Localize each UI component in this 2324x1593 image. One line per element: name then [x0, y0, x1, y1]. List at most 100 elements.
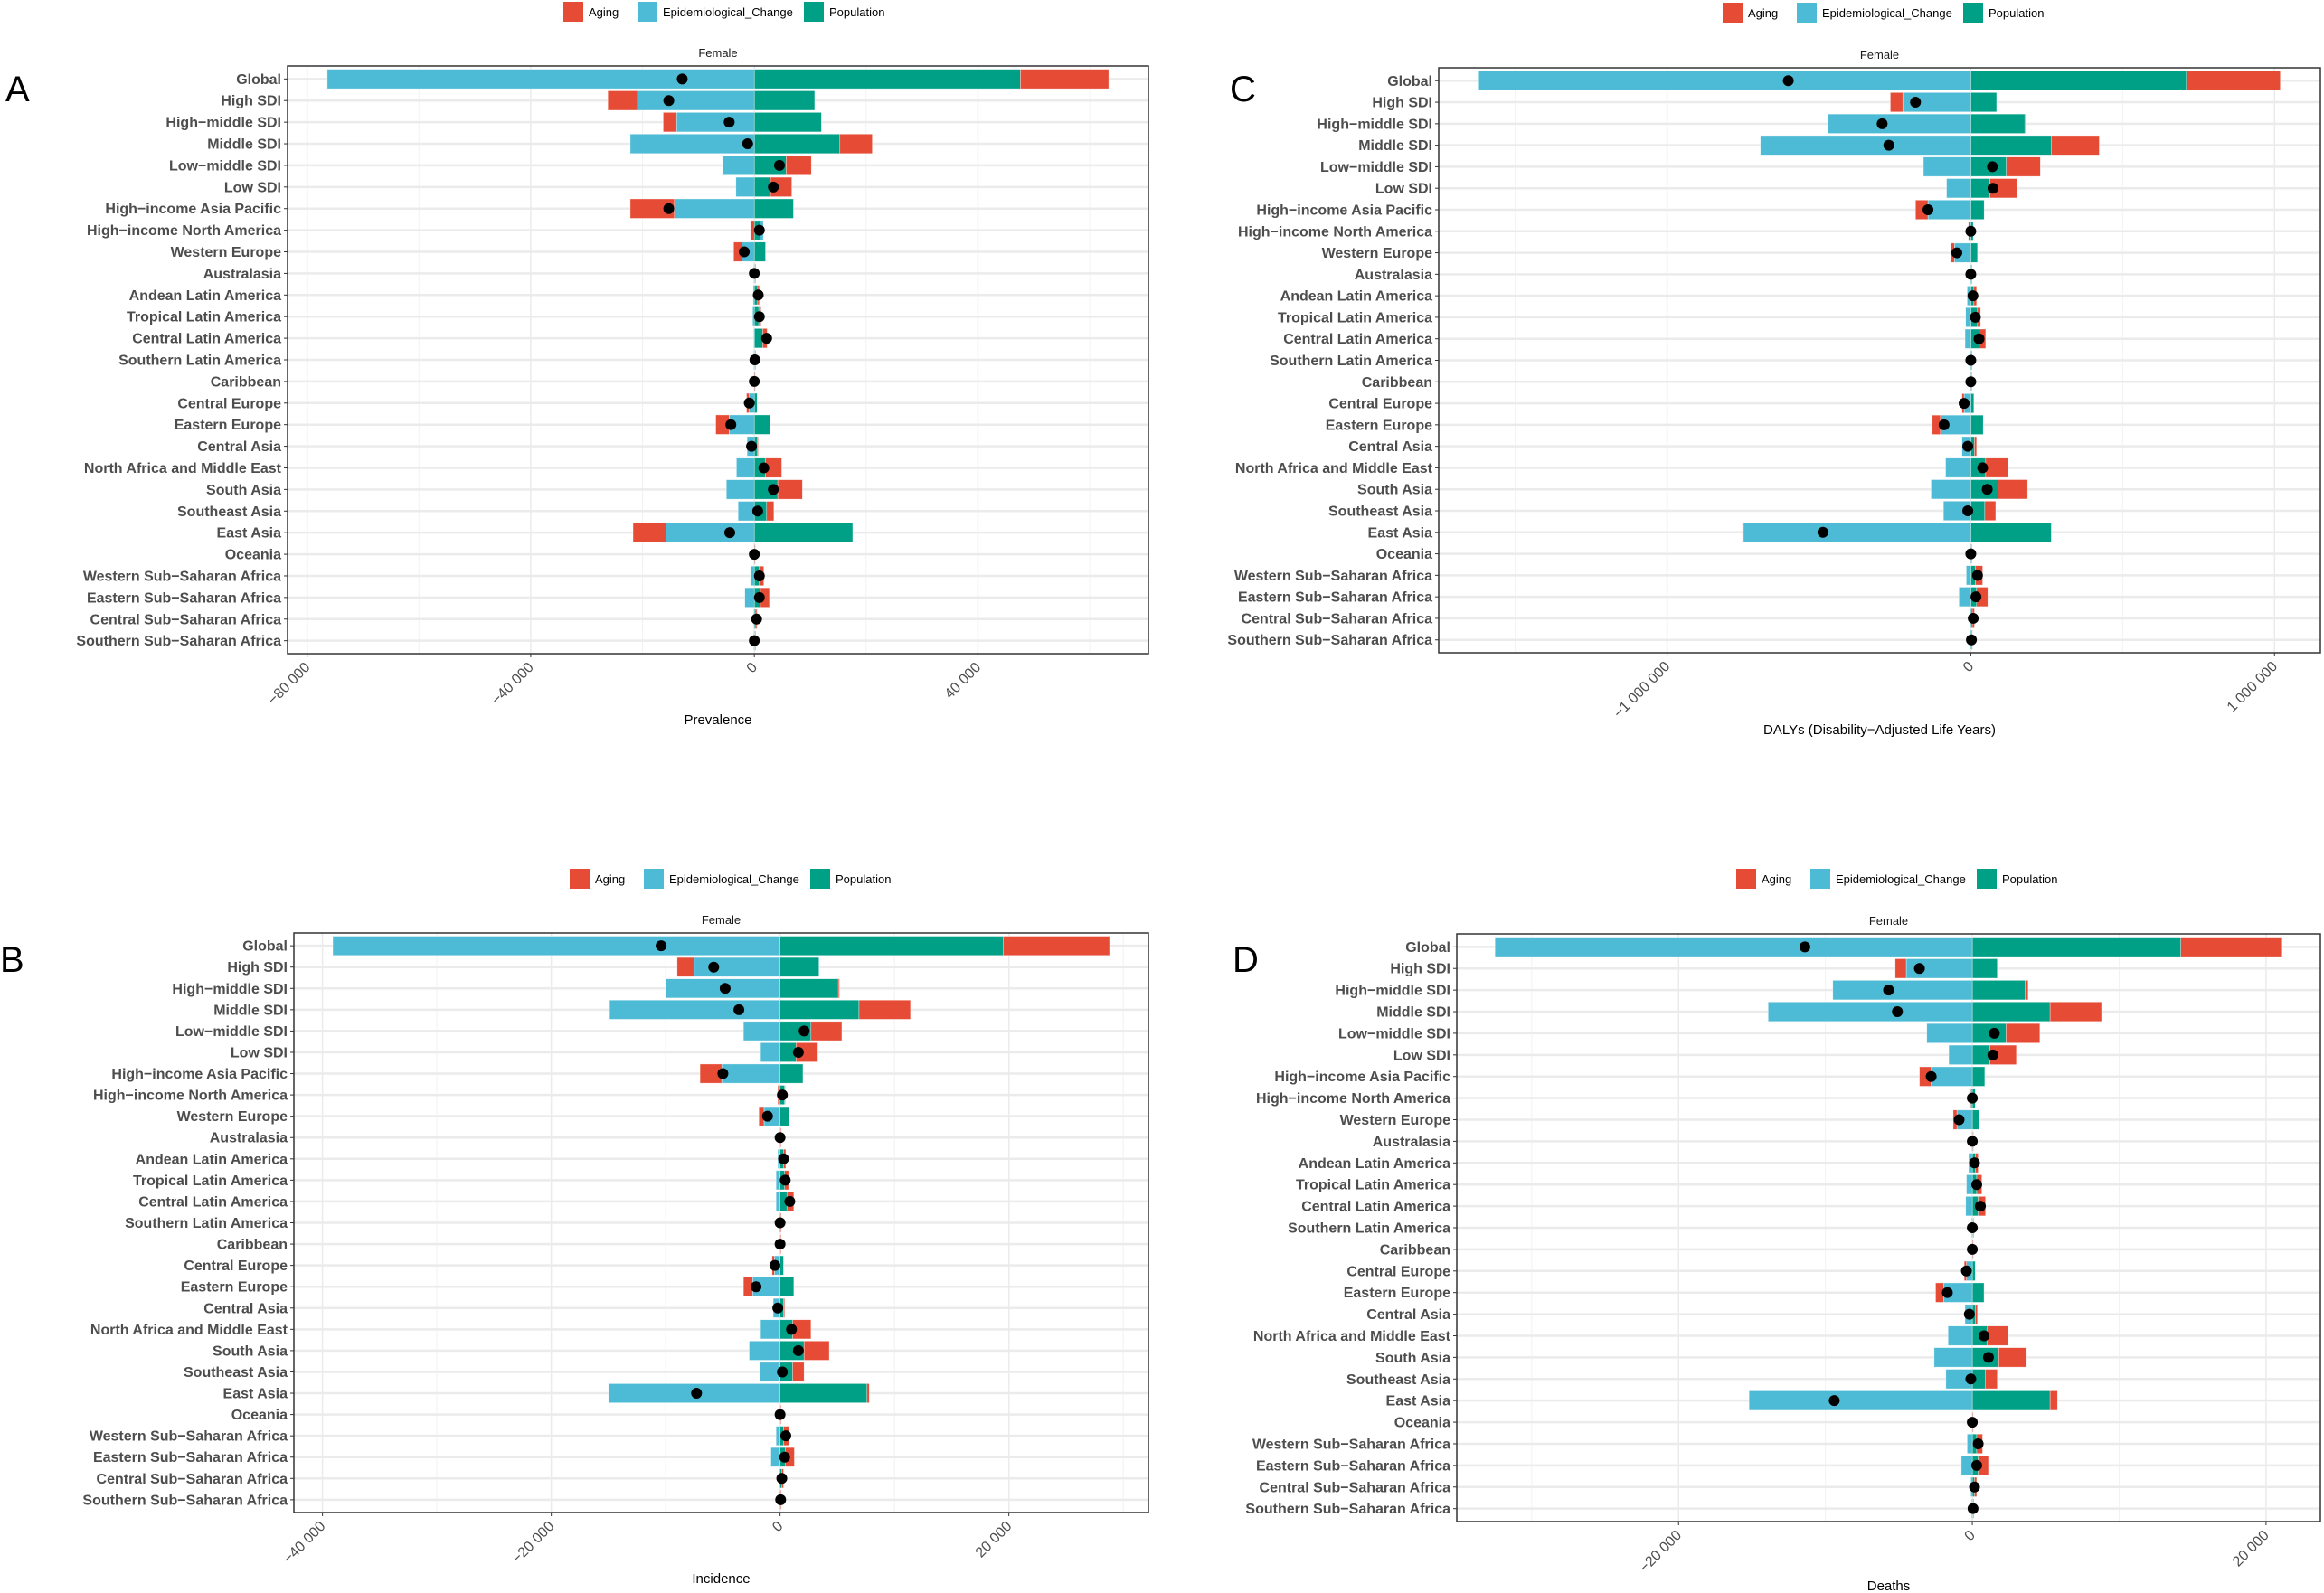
bar-row — [752, 285, 764, 306]
bar-row — [1959, 587, 1989, 608]
bar-aging — [777, 479, 803, 500]
overall-change-point — [1977, 462, 1989, 474]
legend-key — [1963, 3, 1983, 23]
bar-aging — [607, 90, 638, 111]
y-tick-label: Western Europe — [1340, 1113, 1451, 1128]
y-tick-label: Low−middle SDI — [1320, 160, 1432, 175]
bar-row — [753, 328, 772, 349]
bar-row — [715, 414, 770, 435]
legend-label: Aging — [1748, 6, 1778, 20]
legend-label: Population — [1989, 6, 2044, 20]
overall-change-point — [1922, 203, 1934, 215]
bar-epidemiological-change — [1933, 1347, 1973, 1368]
overall-change-point — [1965, 376, 1977, 388]
y-tick-label: North Africa and Middle East — [90, 1323, 288, 1338]
legend-item-aging: Aging — [1736, 869, 1791, 889]
bar-population — [753, 133, 841, 155]
overall-change-point — [717, 1068, 729, 1079]
y-tick-label: Eastern Sub−Saharan Africa — [1256, 1458, 1450, 1474]
y-tick-label: High−income North America — [87, 223, 281, 239]
y-tick-label: Central Sub−Saharan Africa — [1242, 611, 1433, 627]
bar-epidemiological-change — [694, 957, 780, 977]
bar-epidemiological-change — [1828, 113, 1971, 134]
x-tick-label: −40 000 — [280, 1519, 328, 1567]
y-tick-label: Southeast Asia — [1328, 504, 1432, 520]
y-tick-label: Andean Latin America — [129, 288, 281, 304]
bar-population — [1970, 178, 1990, 199]
bar-population — [1971, 1001, 2051, 1023]
bar-row — [1959, 393, 1975, 414]
y-tick-label: Oceania — [1394, 1416, 1450, 1431]
y-tick-label: Eastern Europe — [181, 1280, 288, 1296]
legend-label: Population — [836, 872, 891, 886]
overall-change-point — [1972, 1437, 1984, 1449]
overall-change-point — [775, 1494, 787, 1505]
overall-change-point — [1965, 269, 1977, 280]
bar-population — [779, 1255, 784, 1276]
bar-row — [744, 587, 770, 608]
y-tick-label: Tropical Latin America — [127, 310, 281, 325]
overall-change-point — [1966, 634, 1978, 646]
bar-population — [779, 957, 819, 977]
x-tick-label: 40 000 — [942, 660, 985, 702]
legend-item-aging: Aging — [570, 869, 625, 889]
bar-epidemiological-change — [721, 1063, 780, 1084]
overall-change-point — [1965, 548, 1977, 560]
y-tick-label: East Asia — [217, 526, 282, 542]
x-tick-label: 1 000 000 — [2225, 659, 2281, 715]
overall-change-point — [749, 549, 760, 561]
x-axis-title: Prevalence — [684, 712, 751, 728]
bar-row — [1950, 242, 1979, 263]
y-tick-label: South Asia — [1375, 1351, 1450, 1366]
overall-change-point — [774, 1132, 786, 1144]
bar-row — [1942, 501, 1997, 522]
bar-row — [775, 1170, 791, 1191]
overall-change-point — [708, 961, 720, 973]
overall-change-point — [1979, 1330, 1990, 1342]
bar-row — [746, 436, 759, 457]
bar-row — [749, 630, 760, 651]
overall-change-point — [1963, 1308, 1975, 1320]
y-tick-label: Western Sub−Saharan Africa — [1252, 1437, 1450, 1452]
bar-row — [769, 1255, 784, 1276]
bar-row — [1963, 1304, 1979, 1324]
y-tick-label: Tropical Latin America — [1278, 310, 1432, 325]
bar-row — [776, 1468, 788, 1489]
y-tick-label: High−income Asia Pacific — [1256, 203, 1432, 218]
y-tick-label: High−income Asia Pacific — [111, 1067, 288, 1082]
overall-change-point — [1970, 591, 1982, 603]
x-tick-label: 0 — [744, 660, 760, 676]
y-tick-label: Southeast Asia — [184, 1365, 288, 1381]
panel-c: C Aging Epidemiological_Change Population Fe… — [1227, 3, 2321, 738]
bar-epidemiological-change — [1964, 328, 1971, 349]
y-tick-label: Western Sub−Saharan Africa — [90, 1429, 288, 1445]
legend-label: Population — [829, 5, 884, 19]
y-tick-label: Southern Latin America — [1288, 1221, 1450, 1237]
overall-change-point — [1962, 440, 1974, 452]
bar-row — [1967, 286, 1979, 306]
legend: Aging Epidemiological_Change Population — [570, 869, 891, 889]
legend-label: Population — [2002, 872, 2057, 886]
bar-epidemiological-change — [1931, 479, 1971, 500]
bar-epidemiological-change — [675, 112, 755, 133]
y-tick-label: Global — [1405, 940, 1450, 956]
legend-item-epidemiological-change: Epidemiological_Change — [1810, 869, 1966, 889]
bar-row — [632, 523, 854, 543]
overall-change-point — [691, 1388, 703, 1400]
bar-population — [1971, 1282, 1985, 1303]
bar-row — [775, 1489, 787, 1510]
bar-aging — [1894, 958, 1907, 979]
bar-epidemiological-change — [1948, 1044, 1973, 1065]
y-tick-label: High−middle SDI — [165, 116, 281, 131]
panel-a: A Aging Epidemiological_Change Population Fe… — [5, 2, 1149, 728]
legend-item-epidemiological-change: Epidemiological_Change — [638, 2, 793, 22]
y-tick-label: South Asia — [1357, 483, 1432, 498]
overall-change-point — [1965, 1373, 1977, 1385]
bar-epidemiological-change — [629, 133, 755, 155]
bar-row — [1965, 306, 1981, 327]
panel-border — [1456, 933, 2321, 1522]
x-tick-label: 20 000 — [2230, 1528, 2272, 1570]
overall-change-point — [1953, 1114, 1965, 1126]
y-tick-label: Australasia — [1355, 268, 1432, 283]
overall-change-point — [749, 268, 760, 279]
